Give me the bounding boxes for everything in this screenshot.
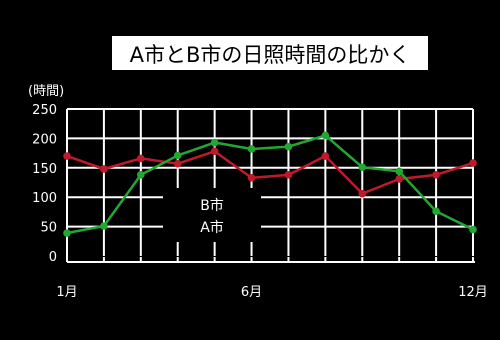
axis-ticks: 0 50 100 150 200 250 1月 6月 12月: [32, 103, 488, 300]
y-tick-label: 0: [49, 250, 57, 265]
data-point-b: [284, 171, 293, 179]
data-point-b: [395, 175, 403, 183]
data-point-a: [100, 222, 108, 230]
data-point-a: [395, 167, 403, 176]
x-tick-label: 1月: [56, 285, 77, 300]
data-point-b: [247, 173, 256, 182]
y-tick-label: 100: [32, 191, 57, 206]
title-box: [112, 36, 428, 70]
series-line-a: [66, 134, 474, 235]
data-point-b: [358, 189, 367, 198]
y-tick-label: 200: [32, 132, 57, 147]
data-point-b: [469, 159, 477, 167]
data-point-b: [173, 159, 182, 168]
data-point-a: [284, 142, 293, 151]
data-point-a: [432, 207, 440, 216]
data-point-a: [210, 138, 219, 147]
legend-entry: A市: [200, 219, 224, 236]
chart-title: A市とB市の日照時間の比かく: [130, 43, 411, 67]
data-point-a: [247, 145, 256, 153]
data-point-a: [321, 131, 330, 140]
x-tick-label: 6月: [241, 285, 262, 300]
y-tick-label: 150: [32, 162, 57, 177]
data-point-a: [469, 225, 477, 234]
series: [63, 131, 477, 237]
data-point-b: [63, 152, 71, 160]
legend-box: [163, 188, 261, 242]
y-tick-label: 250: [32, 103, 57, 118]
data-point-a: [63, 229, 71, 237]
x-tick-label: 12月: [458, 285, 488, 300]
data-point-a: [173, 151, 182, 160]
y-tick-label: 50: [40, 221, 57, 236]
y-axis-label: (時間): [28, 84, 64, 99]
data-point-b: [321, 152, 330, 160]
series-line-b: [66, 150, 474, 195]
data-point-b: [432, 171, 440, 179]
data-point-a: [358, 163, 367, 172]
legend-entry: B市: [200, 197, 224, 214]
data-point-b: [100, 165, 108, 173]
legend: B市 A市: [163, 188, 261, 242]
data-point-b: [137, 154, 145, 163]
data-point-b: [210, 147, 219, 156]
data-point-a: [137, 171, 145, 179]
